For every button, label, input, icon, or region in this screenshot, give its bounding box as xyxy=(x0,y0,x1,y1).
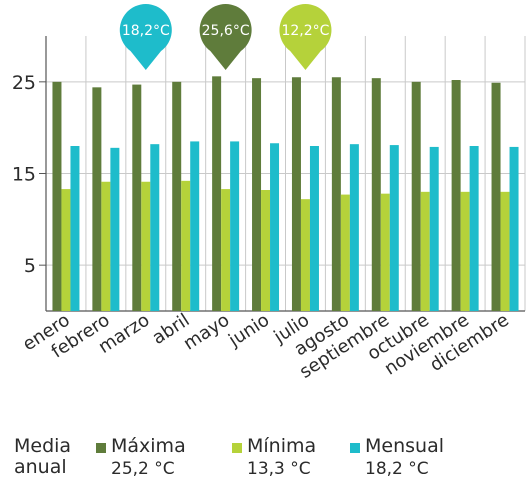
bar-mensual-enero xyxy=(70,146,80,311)
bar-mensual-diciembre xyxy=(509,146,519,311)
bar-máxima-noviembre xyxy=(451,80,461,311)
bar-mensual-octubre xyxy=(429,146,439,311)
bar-mensual-noviembre xyxy=(469,146,479,311)
bar-máxima-septiembre xyxy=(371,78,381,312)
legend-name-mensual: Mensual xyxy=(365,435,444,457)
bar-mínima-octubre xyxy=(420,191,430,311)
bar-mensual-junio xyxy=(270,143,280,311)
callout-pin xyxy=(119,4,172,71)
bar-máxima-febrero xyxy=(92,87,102,311)
y-tick-label: 5 xyxy=(24,255,36,277)
bar-máxima-julio xyxy=(291,77,301,311)
callout-label: 12,2°C xyxy=(281,23,329,39)
bar-mínima-junio xyxy=(261,190,271,311)
bar-máxima-agosto xyxy=(331,77,341,311)
y-tick-label: 15 xyxy=(12,164,36,186)
bar-mensual-abril xyxy=(190,141,200,311)
bar-mínima-noviembre xyxy=(460,191,470,311)
bar-máxima-enero xyxy=(52,81,62,311)
legend-swatch-maxima xyxy=(96,443,106,453)
bar-mínima-julio xyxy=(300,199,310,311)
y-tick-label: 25 xyxy=(12,72,36,94)
bar-máxima-marzo xyxy=(132,84,142,311)
x-tick-label: junio xyxy=(224,310,273,352)
legend-name-maxima: Máxima xyxy=(111,435,186,457)
legend: Media anual Máxima 25,2 °C Mínima 13,3 °… xyxy=(14,436,519,486)
legend-value-mensual: 18,2 °C xyxy=(365,459,429,479)
bar-mensual-julio xyxy=(309,146,319,311)
callout-label: 18,2°C xyxy=(122,23,170,39)
bar-máxima-abril xyxy=(172,81,182,311)
bar-mínima-enero xyxy=(61,189,71,311)
bar-mensual-mayo xyxy=(230,141,240,311)
bar-mínima-septiembre xyxy=(380,193,390,311)
legend-value-maxima: 25,2 °C xyxy=(111,459,175,479)
legend-heading-line2: anual xyxy=(14,456,67,478)
bar-máxima-octubre xyxy=(411,81,421,311)
bar-mensual-septiembre xyxy=(389,145,399,311)
bar-mensual-agosto xyxy=(349,144,359,311)
legend-swatch-mensual xyxy=(350,443,360,453)
bar-mínima-mayo xyxy=(221,189,231,311)
legend-value-minima: 13,3 °C xyxy=(247,459,311,479)
bar-mínima-agosto xyxy=(340,194,350,311)
legend-heading: Media anual xyxy=(14,436,71,478)
legend-swatch-minima xyxy=(232,443,242,453)
x-tick-label: mayo xyxy=(180,310,234,355)
bar-máxima-diciembre xyxy=(491,82,501,311)
legend-heading-line1: Media xyxy=(14,435,72,457)
callout-label: 25,6°C xyxy=(202,23,250,39)
callout-pin xyxy=(199,3,252,70)
bar-mensual-febrero xyxy=(110,147,120,311)
bar-máxima-mayo xyxy=(212,76,222,311)
legend-name-minima: Mínima xyxy=(247,435,317,457)
callout-pin xyxy=(279,4,332,71)
bar-máxima-junio xyxy=(252,78,262,312)
bar-mínima-diciembre xyxy=(500,191,510,311)
bar-mensual-marzo xyxy=(150,144,160,311)
bar-mínima-abril xyxy=(181,180,191,311)
chart-canvas: 51525enerofebreromarzoabrilmayojuniojuli… xyxy=(12,3,526,383)
bar-mínima-febrero xyxy=(101,181,111,311)
bar-mínima-marzo xyxy=(141,181,151,311)
